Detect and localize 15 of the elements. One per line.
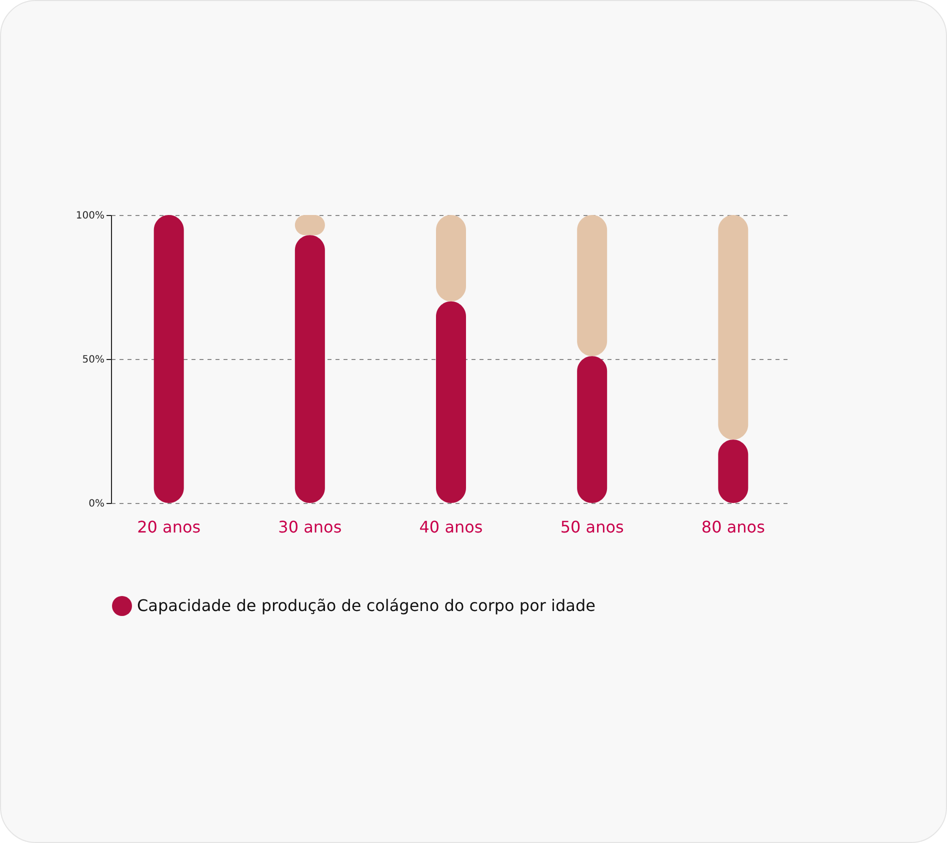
- bar: [577, 356, 608, 503]
- x-tick-label: 50 anos: [560, 518, 624, 536]
- bar: [718, 215, 748, 440]
- x-tick-label: 30 anos: [278, 518, 342, 536]
- y-tick-label: 0%: [88, 498, 104, 510]
- x-tick-label: 40 anos: [419, 518, 483, 536]
- x-tick-label: 20 anos: [137, 518, 201, 536]
- bar: [294, 235, 325, 503]
- bar: [154, 215, 184, 503]
- y-tick-label: 50%: [82, 354, 104, 366]
- bar: [436, 301, 466, 503]
- legend-label: Capacidade de produção de colágeno do corpo por idade: [137, 596, 596, 615]
- bar: [577, 215, 608, 356]
- x-tick-label: 80 anos: [701, 518, 765, 536]
- y-tick-label: 100%: [76, 210, 104, 222]
